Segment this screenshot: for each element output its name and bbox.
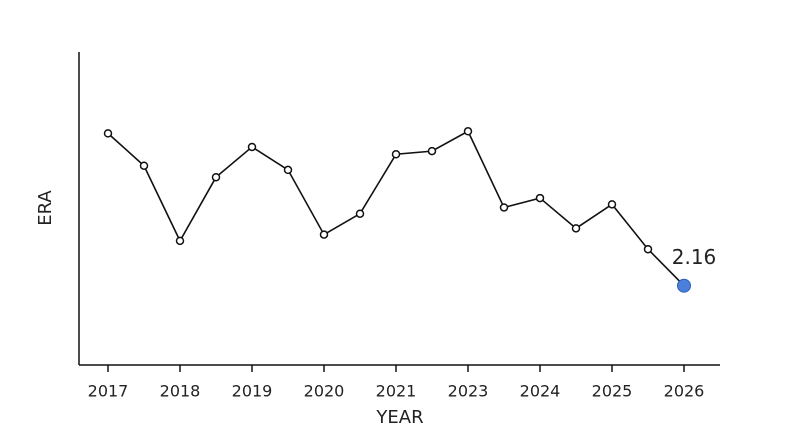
x-tick-label: 2023	[448, 382, 489, 401]
x-axis-label: YEAR	[375, 407, 423, 428]
point	[571, 224, 581, 233]
x-tick-label: 2017	[88, 382, 129, 401]
point	[247, 142, 257, 152]
x-tick-label: 2025	[592, 382, 633, 401]
point	[175, 236, 185, 246]
point	[463, 127, 473, 136]
value-label: 2.16	[672, 245, 717, 269]
point	[355, 209, 365, 218]
point	[643, 244, 653, 254]
point	[139, 161, 149, 170]
highlight-point	[677, 278, 691, 293]
point	[499, 203, 509, 212]
x-tick-label: 2020	[304, 382, 345, 401]
point	[391, 149, 401, 159]
point	[103, 129, 113, 138]
y-axis-label: ERA	[35, 190, 56, 226]
x-tick-label: 2019	[232, 382, 273, 401]
point	[211, 172, 221, 182]
point	[607, 200, 617, 209]
point	[427, 146, 437, 156]
x-tick-label: 2026	[664, 382, 705, 401]
x-tick-label: 2021	[376, 382, 417, 401]
point	[535, 193, 545, 203]
point	[283, 165, 293, 175]
x-tick-label: 2024	[520, 382, 561, 401]
point	[319, 230, 329, 239]
x-tick-label: 2018	[160, 382, 201, 401]
